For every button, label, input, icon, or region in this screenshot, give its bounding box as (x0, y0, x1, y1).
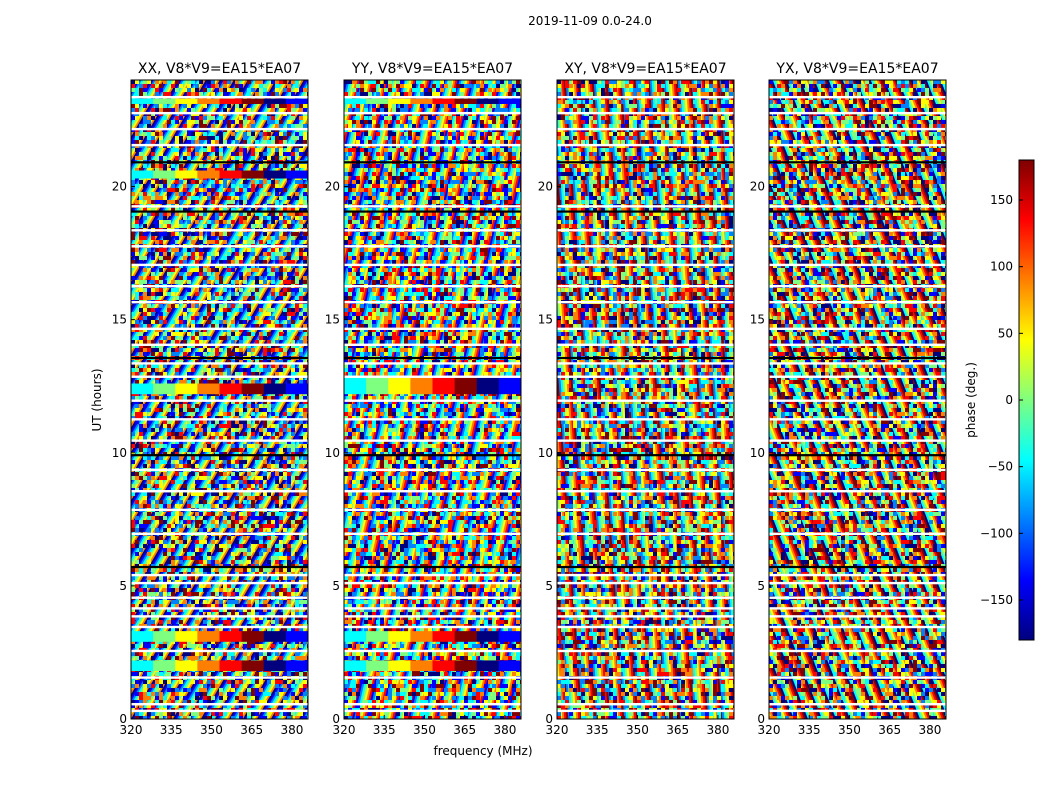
y-tick-label: 0 (545, 712, 553, 726)
x-tick-label: 365 (240, 723, 263, 737)
x-tick-label: 380 (706, 723, 729, 737)
y-tick-label: 10 (112, 446, 127, 460)
colorbar-tick-label: −150 (980, 593, 1013, 607)
y-tick-label: 10 (750, 446, 765, 460)
y-tick-label: 5 (545, 579, 553, 593)
x-tick-label: 335 (373, 723, 396, 737)
y-tick-label: 20 (750, 180, 765, 194)
y-tick-label: 20 (538, 180, 553, 194)
panel-frame (556, 79, 735, 720)
x-tick-label: 365 (666, 723, 689, 737)
colorbar-tick-label: 50 (998, 326, 1013, 340)
panel-frame (768, 79, 947, 720)
panel-title: XY, V8*V9=EA15*EA07 (564, 61, 726, 77)
panel-title: YY, V8*V9=EA15*EA07 (351, 61, 513, 77)
x-tick-label: 320 (546, 723, 569, 737)
heatmap-3 (769, 80, 946, 719)
colorbar-tick-label: 0 (1005, 393, 1013, 407)
x-tick-label: 380 (918, 723, 941, 737)
x-tick-label: 365 (878, 723, 901, 737)
panel-frame (343, 79, 522, 720)
x-tick-label: 335 (798, 723, 821, 737)
y-tick-label: 10 (538, 446, 553, 460)
y-tick-label: 5 (332, 579, 340, 593)
x-tick-label: 350 (626, 723, 649, 737)
x-tick-label: 350 (413, 723, 436, 737)
y-tick-label: 10 (325, 446, 340, 460)
panel-title: YX, V8*V9=EA15*EA07 (775, 61, 938, 77)
panel-frame (130, 79, 309, 720)
colorbar-tick-label: 100 (990, 260, 1013, 274)
y-tick-label: 20 (112, 180, 127, 194)
x-tick-label: 365 (453, 723, 476, 737)
y-tick-label: 0 (119, 712, 127, 726)
x-tick-label: 335 (586, 723, 609, 737)
x-tick-label: 350 (200, 723, 223, 737)
y-tick-label: 15 (538, 313, 553, 327)
x-tick-label: 335 (160, 723, 183, 737)
x-tick-label: 350 (838, 723, 861, 737)
panel-title: XX, V8*V9=EA15*EA07 (138, 61, 301, 77)
x-tick-label: 320 (120, 723, 143, 737)
y-axis-label: UT (hours) (90, 368, 104, 431)
y-tick-label: 15 (325, 313, 340, 327)
y-tick-label: 0 (757, 712, 765, 726)
x-tick-label: 380 (493, 723, 516, 737)
y-tick-label: 5 (119, 579, 127, 593)
heatmap-1 (344, 80, 521, 719)
heatmap-0 (131, 80, 308, 719)
heatmap-2 (557, 80, 734, 719)
y-tick-label: 5 (757, 579, 765, 593)
colorbar-tick-label: −50 (988, 460, 1013, 474)
y-tick-label: 15 (750, 313, 765, 327)
x-axis-label: frequency (MHz) (433, 744, 532, 758)
x-tick-label: 320 (758, 723, 781, 737)
colorbar-tick-label: −100 (980, 526, 1013, 540)
colorbar-label: phase (deg.) (964, 362, 978, 438)
colorbar-tick-label: 150 (990, 193, 1013, 207)
x-tick-label: 380 (280, 723, 303, 737)
y-tick-label: 0 (332, 712, 340, 726)
y-tick-label: 15 (112, 313, 127, 327)
x-tick-label: 320 (333, 723, 356, 737)
figure-title: 2019-11-09 0.0-24.0 (528, 14, 652, 28)
y-tick-label: 20 (325, 180, 340, 194)
